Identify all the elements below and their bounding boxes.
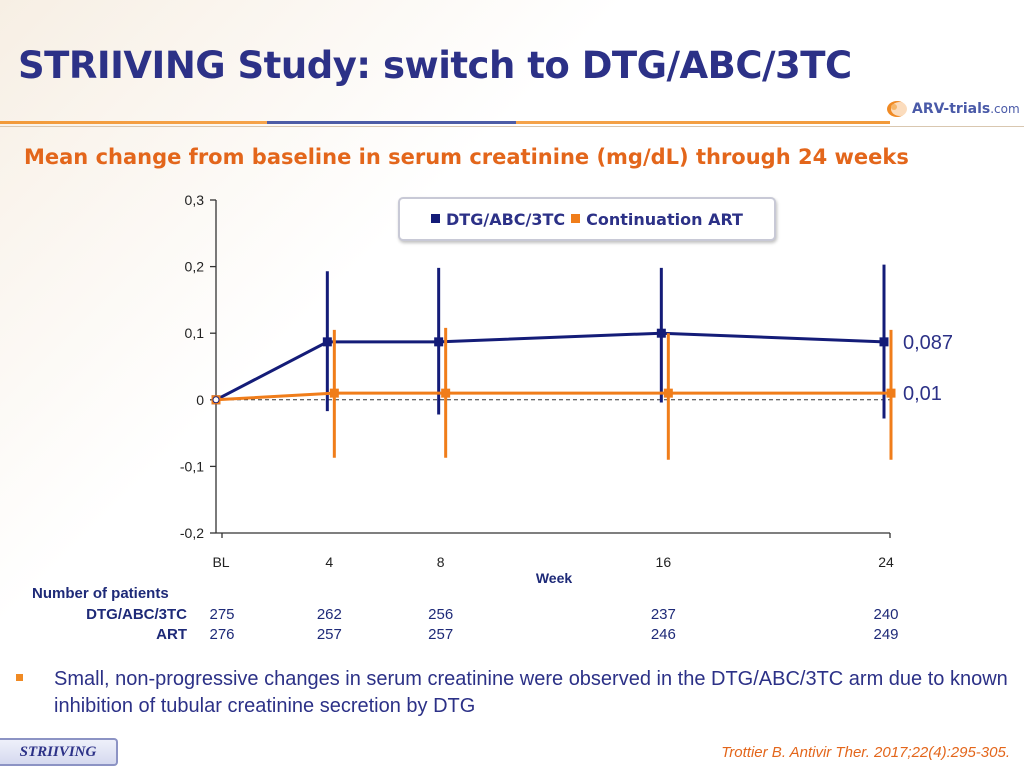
x-tick-label: 4 (325, 554, 333, 570)
data-point-dtg (434, 337, 444, 347)
data-point-art (441, 388, 451, 398)
patient-count-dtg: 237 (650, 606, 676, 623)
x-axis-title: Week (536, 570, 573, 586)
end-value-label-dtg: 0,087 (903, 332, 953, 354)
study-tab[interactable]: STRIIVING (0, 738, 118, 766)
x-tick-label: 24 (878, 554, 894, 570)
arv-trials-logo: ARV-trials .com (886, 98, 1020, 120)
patients-row-label-art: ART (156, 626, 187, 643)
bullet-point: Small, non-progressive changes in serum … (14, 666, 1014, 720)
header-divider-thin (0, 126, 1024, 127)
x-tick-label: 16 (656, 554, 672, 570)
capsule-icon (887, 101, 909, 117)
patients-heading: Number of patients (32, 585, 169, 602)
header-divider (0, 121, 890, 124)
series-line-dtg (215, 331, 885, 402)
legend-swatch-dtg (431, 213, 441, 223)
patient-count-art: 257 (316, 626, 342, 643)
logo-text: ARV-trials (912, 101, 991, 117)
patient-count-art: 249 (873, 626, 899, 643)
bullet-square-icon (16, 674, 23, 681)
legend-item-dtg: DTG/ABC/3TC (431, 210, 565, 229)
x-tick-label: BL (212, 554, 229, 570)
data-point-dtg (656, 328, 666, 338)
study-tab-label: STRIIVING (19, 743, 97, 760)
y-tick-label: -0,2 (180, 525, 204, 541)
series-line-art (215, 391, 891, 402)
data-point-art (886, 388, 896, 398)
data-point-art (663, 388, 673, 398)
y-tick-label: -0,1 (180, 458, 204, 474)
data-point-dtg (322, 337, 332, 347)
y-tick-label: 0,3 (185, 192, 205, 208)
legend-swatch-art (571, 213, 581, 223)
y-tick-label: 0 (196, 392, 204, 408)
patient-count-dtg: 262 (316, 606, 342, 623)
end-value-label-art: 0,01 (903, 383, 942, 405)
patient-count-art: 276 (209, 626, 235, 643)
data-point-art (329, 388, 339, 398)
bullet-text: Small, non-progressive changes in serum … (54, 668, 1008, 717)
data-point-dtg (879, 337, 889, 347)
page-title: STRIIVING Study: switch to DTG/ABC/3TC (18, 44, 852, 87)
legend-label-dtg: DTG/ABC/3TC (446, 209, 566, 229)
patient-count-dtg: 275 (209, 606, 235, 623)
y-tick-label: 0,1 (185, 325, 205, 341)
legend-item-art: Continuation ART (571, 210, 743, 229)
x-tick-label: 8 (437, 554, 445, 570)
y-tick-label: 0,2 (185, 259, 205, 275)
logo-domain: .com (990, 102, 1020, 116)
legend-label-art: Continuation ART (586, 209, 743, 229)
patient-count-art: 257 (428, 626, 454, 643)
chart-legend: DTG/ABC/3TC Continuation ART (398, 197, 776, 241)
chart-subtitle: Mean change from baseline in serum creat… (24, 145, 909, 169)
baseline-origin-marker (212, 396, 220, 404)
patients-row-label-dtg: DTG/ABC/3TC (86, 606, 187, 623)
patient-count-dtg: 256 (428, 606, 454, 623)
citation: Trottier B. Antivir Ther. 2017;22(4):295… (721, 744, 1010, 761)
patient-count-dtg: 240 (873, 606, 899, 623)
patient-count-art: 246 (650, 626, 676, 643)
